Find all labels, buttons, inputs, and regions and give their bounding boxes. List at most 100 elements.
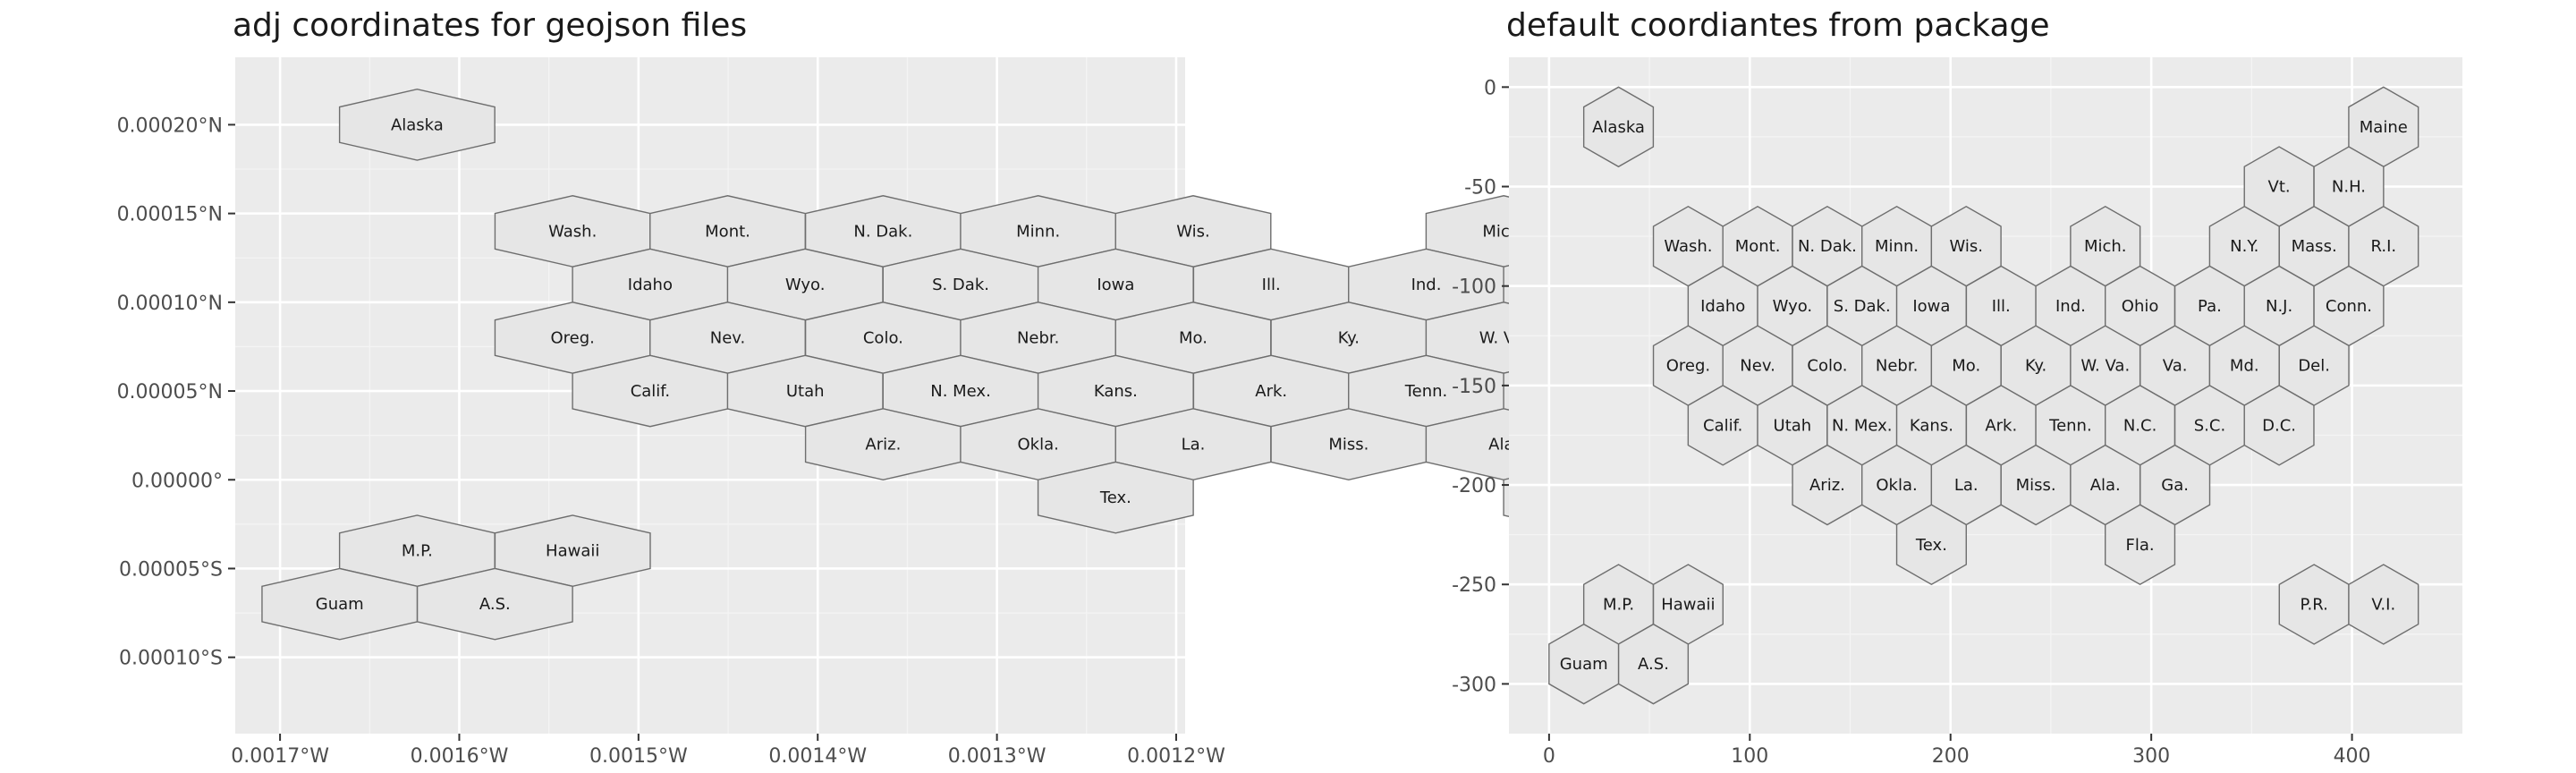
- state-label: N. Dak.: [853, 222, 912, 241]
- x-tick-label: 400: [2334, 745, 2371, 768]
- state-label: Mo.: [1952, 357, 1980, 376]
- state-label: Guam: [316, 595, 364, 614]
- state-label: P.R.: [2300, 595, 2327, 614]
- state-hexagon: [2348, 564, 2419, 645]
- state-label: Ga.: [2161, 476, 2189, 495]
- state-hexagon: [1617, 623, 1690, 705]
- y-tick-label: 0: [1484, 77, 1496, 99]
- y-tick-label: -200: [1452, 475, 1496, 497]
- state-label: M.P.: [1603, 595, 1634, 614]
- state-label: Ohio: [2122, 297, 2159, 316]
- state-label: Ark.: [1255, 382, 1287, 401]
- y-tick-label: -50: [1464, 177, 1496, 200]
- state-label: Okla.: [1876, 476, 1917, 495]
- state-label: N. Mex.: [930, 382, 991, 401]
- state-label: Ill.: [1992, 297, 2011, 316]
- state-label: Nebr.: [1876, 357, 1918, 376]
- state-label: Ariz.: [1809, 476, 1845, 495]
- x-tick-label: 0.0015°W: [589, 745, 688, 768]
- state-label: Wash.: [1664, 237, 1712, 256]
- state-label: N.Y.: [2230, 237, 2258, 256]
- state-label: N.H.: [2332, 178, 2366, 197]
- y-tick-label: -250: [1452, 574, 1496, 597]
- state-label: Vt.: [2268, 178, 2291, 197]
- y-tick-label: -300: [1452, 674, 1496, 696]
- state-label: Kans.: [1910, 416, 1953, 435]
- x-tick-label: 0.0014°W: [768, 745, 867, 768]
- state-label: A.S.: [479, 595, 511, 614]
- state-label: Ky.: [2025, 357, 2046, 376]
- state-hexagon: [2243, 385, 2315, 466]
- panel-default-coordinates: default coordiantes from package Alaska M…: [1452, 7, 2462, 768]
- state-label: Utah: [786, 382, 825, 401]
- state-hexagon: [1037, 461, 1194, 534]
- state-label: Calif.: [1703, 416, 1742, 435]
- x-axis-right: 0 100 200 300 400: [1543, 734, 2371, 768]
- state-label: V.I.: [2371, 595, 2395, 614]
- state-label: M.P.: [402, 542, 433, 561]
- state-label: Kans.: [1094, 382, 1138, 401]
- state-label: Mass.: [2292, 237, 2337, 256]
- y-axis-right: 0 -50 -100 -150 -200 -250 -300: [1452, 77, 1509, 696]
- state-label: N. Mex.: [1832, 416, 1893, 435]
- x-tick-label: 0.0013°W: [948, 745, 1046, 768]
- state-label: Colo.: [863, 329, 903, 348]
- state-label: Wyo.: [1773, 297, 1813, 316]
- hex-layer-right: [1548, 86, 2419, 705]
- state-label: La.: [1182, 436, 1206, 454]
- state-label: Miss.: [1328, 436, 1368, 454]
- state-label: Del.: [2298, 357, 2330, 376]
- state-label: Ariz.: [865, 436, 901, 454]
- x-tick-label: 0: [1543, 745, 1555, 768]
- state-label: Calif.: [631, 382, 670, 401]
- state-label: Wyo.: [785, 276, 826, 294]
- state-label: N.J.: [2266, 297, 2292, 316]
- state-label: Tenn.: [2048, 416, 2092, 435]
- state-label: Ala.: [2090, 476, 2121, 495]
- state-label: Minn.: [1016, 222, 1060, 241]
- x-tick-label: 100: [1731, 745, 1768, 768]
- state-label: Pa.: [2198, 297, 2222, 316]
- state-hexagon: [416, 567, 573, 641]
- state-label: Wis.: [1949, 237, 1983, 256]
- state-label: Utah: [1774, 416, 1812, 435]
- state-label: Alaska: [391, 115, 444, 134]
- state-label: S. Dak.: [1834, 297, 1891, 316]
- state-label: Nebr.: [1017, 329, 1059, 348]
- state-label: Md.: [2230, 357, 2259, 376]
- state-label: Oreg.: [1666, 357, 1710, 376]
- y-tick-label: 0.00000°: [131, 470, 223, 492]
- state-label: A.S.: [1638, 655, 1669, 674]
- state-label: Ind.: [1411, 276, 1442, 294]
- state-label: Va.: [2163, 357, 2188, 376]
- y-tick-label: 0.00015°N: [117, 204, 223, 226]
- hex-label-layer-right: Alaska Maine Vt. N.H. Wash. Mont. N. Dak. Minn.…: [1560, 118, 2408, 674]
- y-tick-label: 0.00020°N: [117, 115, 223, 137]
- x-tick-label: 0.0012°W: [1127, 745, 1225, 768]
- state-label: Oreg.: [551, 329, 595, 348]
- state-label: Idaho: [1700, 297, 1745, 316]
- state-label: Tenn.: [1404, 382, 1448, 401]
- state-label: Tex.: [1915, 536, 1947, 555]
- state-label: Ky.: [1338, 329, 1360, 348]
- state-label: Hawaii: [1661, 595, 1715, 614]
- state-label: Mont.: [705, 222, 750, 241]
- y-tick-label: 0.00010°S: [119, 648, 223, 670]
- state-hexagon: [2105, 504, 2176, 586]
- y-axis-left: 0.00010°S 0.00005°S 0.00000° 0.00005°N 0.000…: [117, 115, 235, 670]
- state-label: Mont.: [1735, 237, 1781, 256]
- y-tick-label: 0.00005°S: [119, 558, 223, 581]
- state-label: Mo.: [1179, 329, 1208, 348]
- state-label: Ill.: [1262, 276, 1281, 294]
- y-tick-label: -100: [1452, 276, 1496, 299]
- x-tick-label: 300: [2132, 745, 2170, 768]
- state-label: Fla.: [2126, 536, 2155, 555]
- state-label: Wis.: [1176, 222, 1210, 241]
- panel-title-left: adj coordinates for geojson files: [233, 7, 747, 44]
- state-hexagon: [338, 89, 496, 161]
- state-label: Iowa: [1097, 276, 1134, 294]
- y-tick-label: 0.00005°N: [117, 381, 223, 403]
- state-label: Alaska: [1592, 118, 1645, 137]
- y-tick-label: -150: [1452, 376, 1496, 398]
